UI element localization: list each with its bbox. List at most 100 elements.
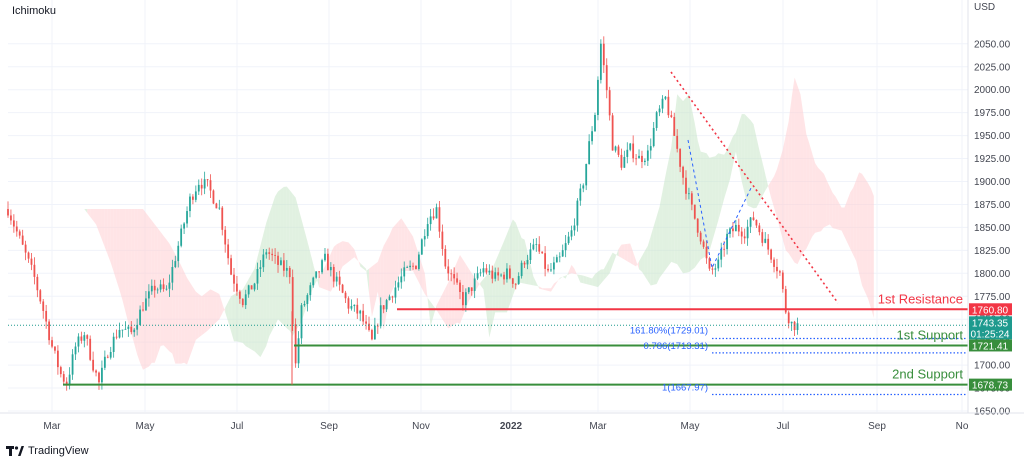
candle-body bbox=[344, 292, 347, 299]
candle-body bbox=[558, 256, 561, 258]
candle bbox=[570, 225, 573, 241]
candle bbox=[300, 302, 303, 344]
candle bbox=[253, 282, 256, 292]
cloud-segment bbox=[195, 291, 199, 340]
candle bbox=[734, 219, 737, 232]
candle bbox=[643, 158, 646, 166]
candle bbox=[561, 244, 564, 257]
candle bbox=[646, 144, 649, 167]
candle-body bbox=[36, 276, 39, 291]
candle-body bbox=[570, 230, 573, 237]
candle bbox=[693, 204, 696, 220]
candle-body bbox=[620, 154, 623, 168]
cloud-segment bbox=[568, 264, 572, 275]
candle-body bbox=[702, 241, 705, 247]
cloud-segment bbox=[404, 222, 408, 272]
candle-body bbox=[602, 43, 605, 66]
candle-body bbox=[459, 282, 461, 292]
candle bbox=[585, 163, 588, 191]
cloud-segment bbox=[392, 224, 396, 290]
candle-body bbox=[623, 156, 626, 168]
cloud-segment bbox=[826, 180, 830, 226]
current-price-tag-text: 1743.35 bbox=[972, 318, 1009, 329]
candle bbox=[86, 334, 89, 346]
cloud-segment bbox=[395, 221, 399, 284]
candle-body bbox=[124, 328, 127, 330]
candle bbox=[670, 110, 673, 119]
candle-body bbox=[450, 273, 453, 275]
candle bbox=[379, 297, 382, 329]
candle bbox=[423, 229, 426, 247]
cloud-segment bbox=[407, 227, 411, 272]
cloud-segment bbox=[803, 114, 807, 252]
candle-body bbox=[420, 239, 423, 255]
candle-body bbox=[68, 374, 71, 386]
candle bbox=[277, 251, 279, 273]
candle bbox=[200, 178, 203, 196]
cloud-segment bbox=[853, 179, 857, 262]
cloud-segment bbox=[509, 219, 513, 305]
candle bbox=[506, 263, 508, 283]
candle bbox=[658, 105, 661, 117]
cloud-segment bbox=[236, 291, 240, 343]
candle-body bbox=[438, 207, 441, 232]
cloud-segment bbox=[577, 274, 581, 283]
cloud-segment bbox=[401, 218, 405, 272]
candle bbox=[356, 298, 359, 319]
candle bbox=[664, 95, 667, 101]
cloud-segment bbox=[140, 209, 144, 370]
candle-body bbox=[779, 271, 781, 273]
candle-body bbox=[54, 346, 56, 351]
candle-body bbox=[282, 260, 285, 271]
candle-body bbox=[508, 268, 511, 279]
candle-body bbox=[453, 274, 456, 279]
candle bbox=[652, 121, 655, 148]
candle bbox=[558, 252, 561, 263]
cloud-segment bbox=[222, 303, 226, 314]
cloud-segment bbox=[548, 288, 551, 292]
candle bbox=[71, 349, 74, 380]
candle bbox=[282, 253, 285, 277]
cloud-segment bbox=[366, 268, 370, 293]
candle bbox=[541, 251, 544, 255]
candle bbox=[517, 272, 520, 285]
cloud-segment bbox=[480, 279, 484, 290]
candle-body bbox=[696, 218, 699, 233]
candle-body bbox=[576, 200, 579, 226]
cloud-segment bbox=[732, 132, 736, 166]
candle bbox=[702, 239, 705, 249]
candle-body bbox=[658, 108, 661, 113]
cloud-segment bbox=[178, 259, 182, 364]
candle bbox=[136, 318, 139, 336]
cloud-segment bbox=[148, 216, 152, 367]
candle-body bbox=[734, 224, 737, 232]
cloud-segment bbox=[90, 209, 94, 221]
cloud-segment bbox=[448, 275, 452, 329]
candle-body bbox=[761, 232, 764, 243]
cloud-segment bbox=[228, 296, 232, 332]
cloud-segment bbox=[413, 236, 416, 277]
cloud-segment bbox=[542, 288, 546, 291]
cloud-segment bbox=[574, 268, 578, 276]
candle-body bbox=[532, 244, 535, 250]
candle-body bbox=[127, 326, 130, 329]
candle-body bbox=[227, 244, 230, 259]
x-tick-label: Mar bbox=[43, 421, 61, 432]
cloud-segment bbox=[360, 262, 364, 269]
candle-body bbox=[711, 268, 714, 270]
candle-body bbox=[303, 303, 306, 306]
candle-body bbox=[80, 336, 83, 341]
candle-body bbox=[376, 325, 379, 327]
cloud-segment bbox=[715, 153, 719, 231]
candle bbox=[444, 245, 447, 269]
cloud-segment bbox=[844, 199, 848, 243]
candle-body bbox=[409, 265, 411, 268]
tradingview-logo[interactable]: TradingView bbox=[6, 445, 89, 457]
cloud-segment bbox=[389, 227, 393, 297]
candle-body bbox=[33, 264, 36, 277]
x-tick-label: Sep bbox=[868, 421, 886, 432]
x-tick-label: Sep bbox=[320, 421, 338, 432]
candle bbox=[781, 270, 784, 293]
candle bbox=[476, 266, 479, 281]
